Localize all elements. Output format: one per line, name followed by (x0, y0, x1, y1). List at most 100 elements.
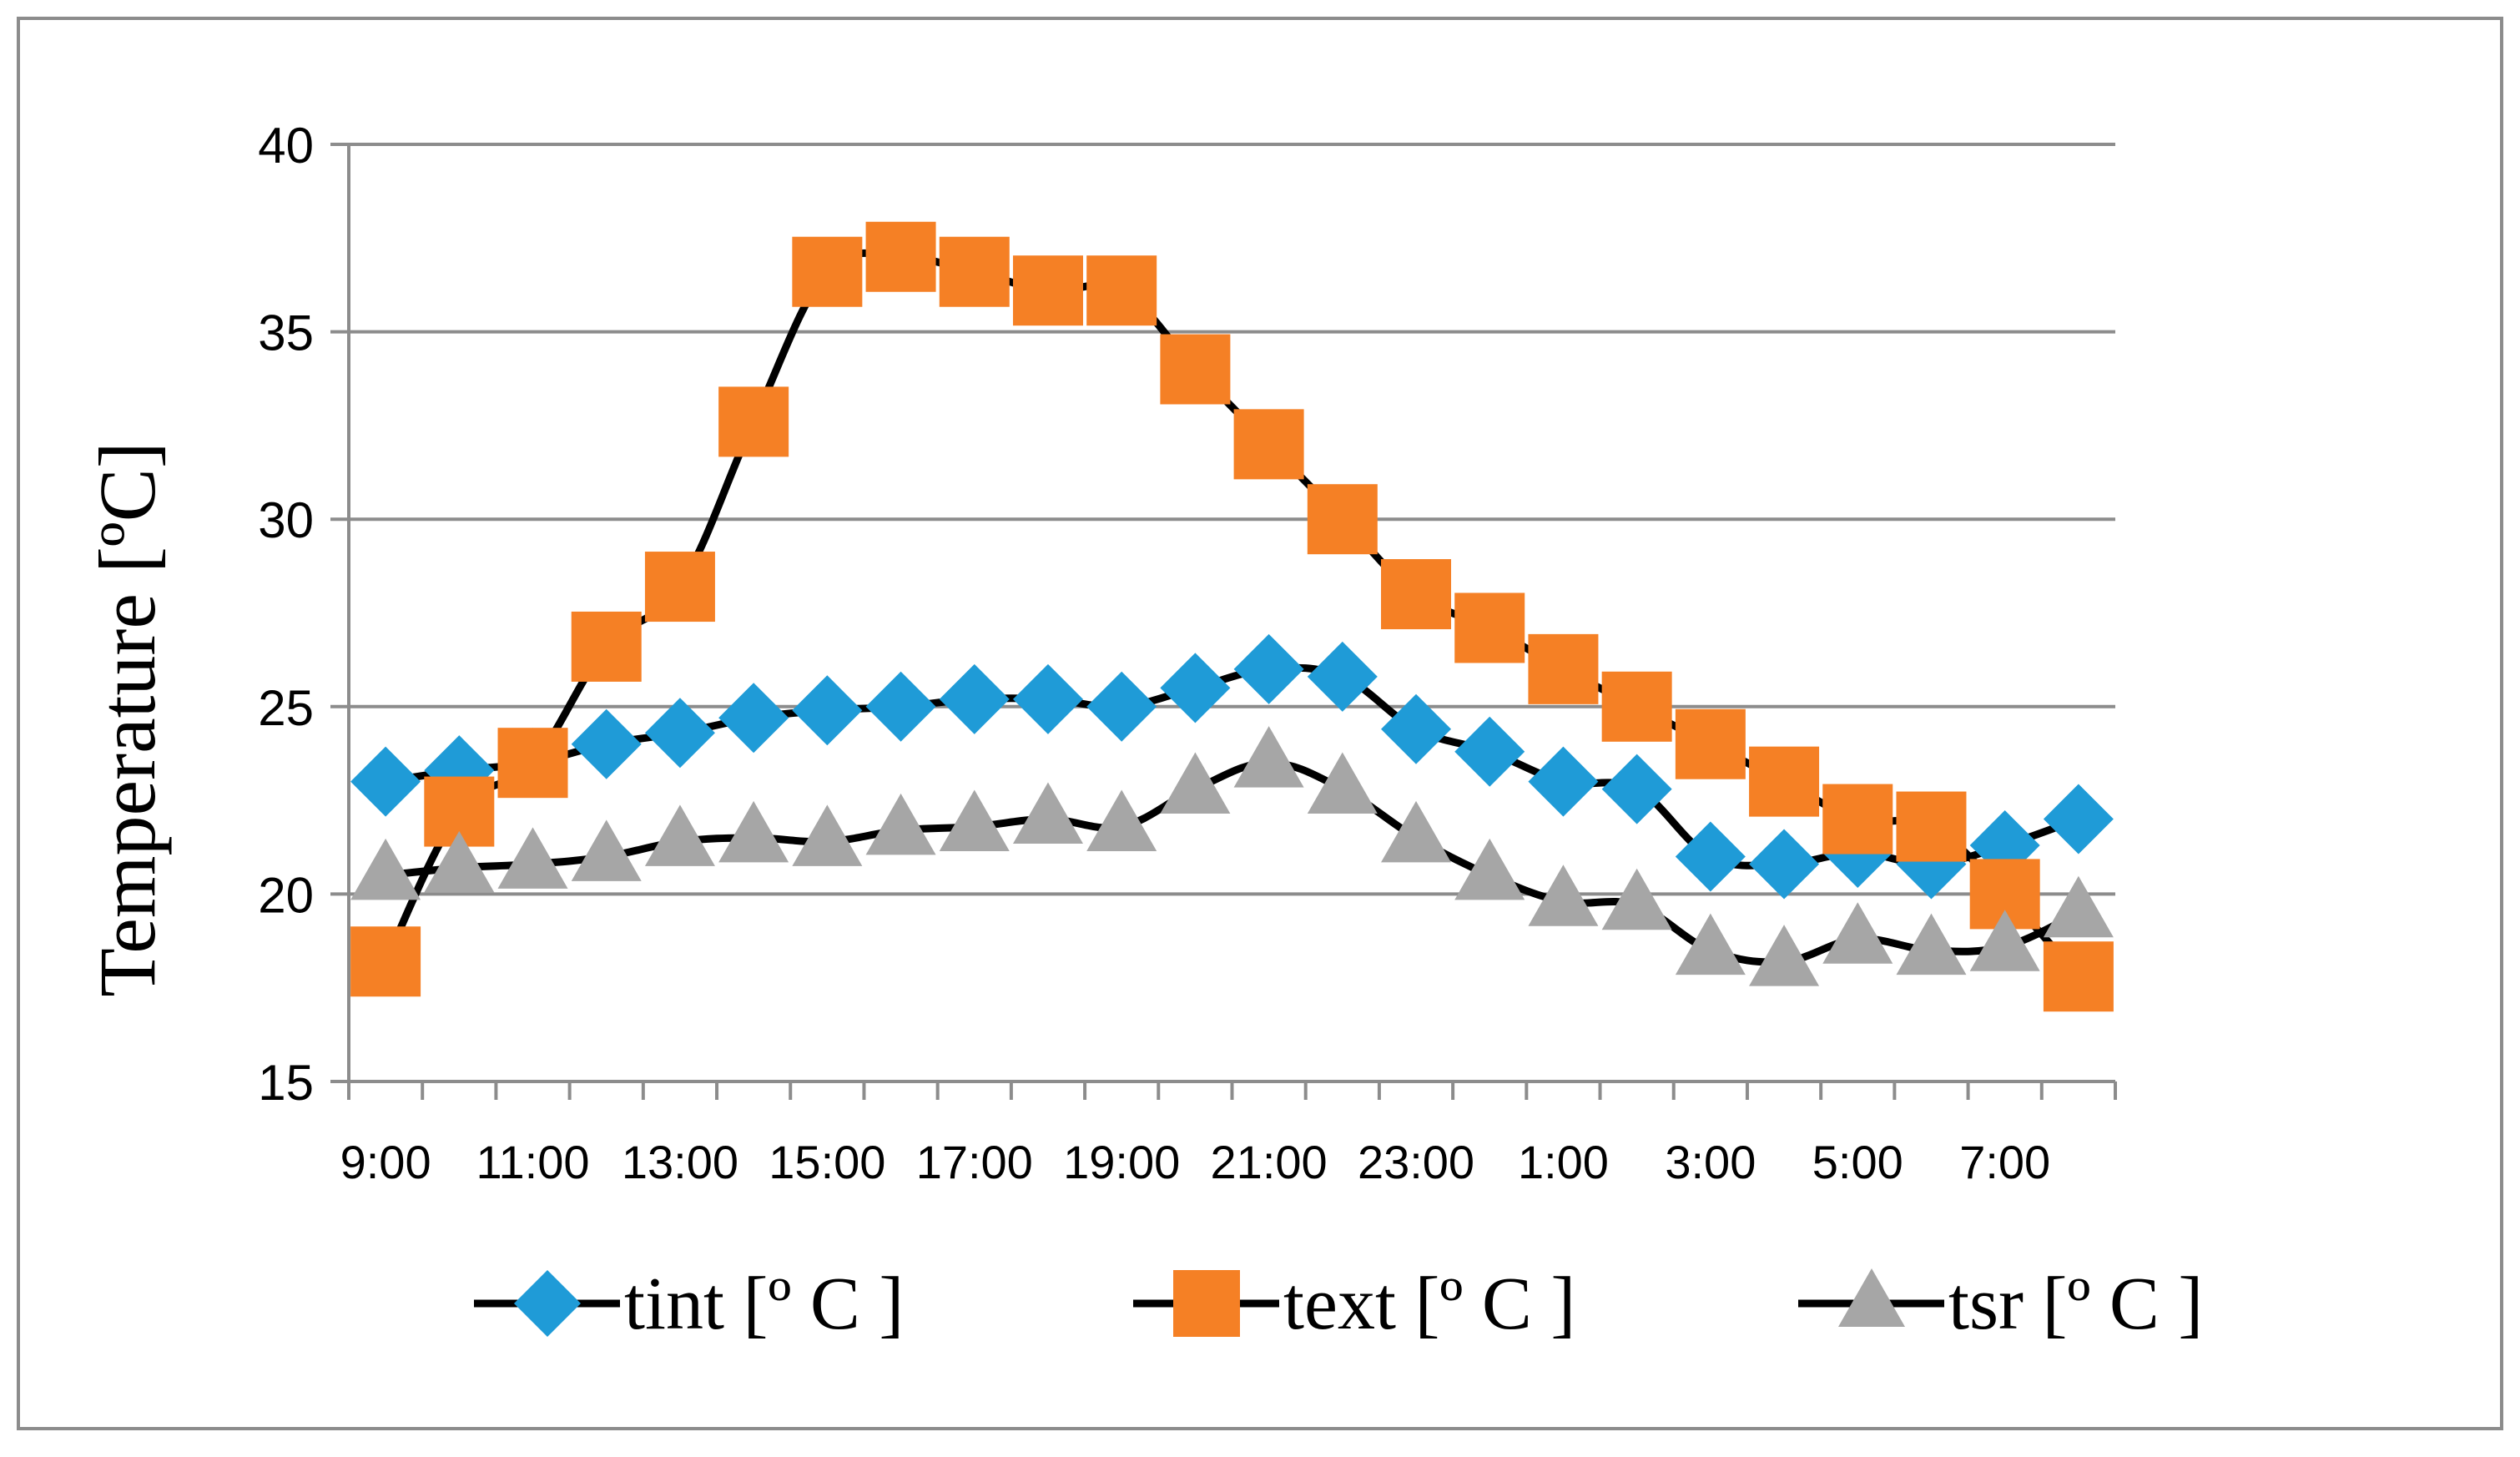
legend-item-square: text [º C ] (1133, 1263, 1575, 1345)
data-point-diamond (939, 663, 1010, 734)
x-tick-label: 9:00 (340, 1136, 431, 1188)
data-point-triangle (1969, 910, 2040, 971)
x-tick-label: 11:00 (476, 1136, 590, 1188)
series-square (350, 221, 2114, 1012)
data-point-triangle (792, 804, 863, 866)
y-tick-label: 40 (258, 118, 314, 174)
data-point-square (1086, 255, 1157, 326)
data-point-square (1601, 671, 1672, 742)
series-group (350, 221, 2114, 1012)
data-point-diamond (571, 708, 642, 779)
data-point-square (497, 728, 568, 799)
y-tick-label: 25 (258, 680, 314, 736)
data-point-triangle (1307, 752, 1378, 814)
legend-marker-square (1173, 1270, 1240, 1337)
data-point-triangle (1233, 726, 1304, 788)
y-tick-label: 15 (258, 1055, 314, 1111)
x-tick-label: 7:00 (1959, 1136, 2050, 1188)
data-point-square (792, 236, 863, 307)
legend-item-diamond: tint [º C ] (474, 1263, 904, 1345)
data-point-square (939, 236, 1010, 307)
data-point-diamond (865, 671, 936, 742)
data-point-square (2043, 941, 2114, 1012)
legend-marker-triangle (1838, 1268, 1905, 1327)
data-point-triangle (1454, 838, 1525, 900)
data-point-triangle (1528, 865, 1599, 926)
data-point-square (571, 611, 642, 682)
legend-label: tsr [º C ] (1948, 1263, 2203, 1345)
data-point-diamond (1086, 671, 1157, 742)
legend-item-triangle: tsr [º C ] (1798, 1263, 2203, 1345)
series-diamond (350, 633, 2114, 900)
data-point-diamond (350, 746, 421, 817)
x-tick-label: 5:00 (1812, 1136, 1903, 1188)
gridlines (349, 143, 2115, 896)
data-point-diamond (1233, 633, 1304, 704)
data-point-diamond (1307, 641, 1378, 712)
x-tick-label: 13:00 (622, 1136, 738, 1188)
y-tick-label: 20 (258, 867, 314, 923)
data-point-square (1381, 559, 1452, 630)
y-tick-label: 30 (258, 492, 314, 548)
data-point-diamond (1749, 829, 1820, 900)
x-tick-labels: 9:00 11:00 13:00 15:00 17:00 19:00 21:00 23:00 1… (340, 1136, 2051, 1188)
data-point-diamond (1160, 653, 1231, 723)
data-point-square (1896, 791, 1967, 862)
data-point-square (1233, 409, 1304, 480)
data-point-triangle (497, 827, 568, 889)
legend: tint [º C ] text [º C ] tsr [º C ] (474, 1263, 2203, 1345)
x-tick-label: 3:00 (1665, 1136, 1756, 1188)
data-point-diamond (1012, 663, 1083, 734)
y-tick-labels: 15 20 25 30 35 40 (258, 118, 314, 1111)
data-point-square (1675, 708, 1746, 779)
data-point-triangle (1896, 913, 1967, 976)
chart-frame (17, 17, 2503, 1430)
data-point-square (1160, 334, 1231, 405)
data-point-diamond (718, 683, 789, 754)
data-point-triangle (718, 800, 789, 863)
x-tick-label: 15:00 (769, 1136, 885, 1188)
data-point-square (644, 552, 715, 623)
data-point-square (1528, 633, 1599, 704)
data-point-triangle (571, 819, 642, 881)
legend-label: tint [º C ] (624, 1263, 904, 1345)
data-point-square (1012, 255, 1083, 326)
data-point-triangle (1749, 925, 1820, 986)
series-triangle (350, 726, 2114, 986)
data-point-square (718, 386, 789, 457)
data-point-triangle (350, 838, 421, 900)
x-tick-label: 19:00 (1063, 1136, 1180, 1188)
data-point-diamond (2043, 784, 2114, 855)
data-point-diamond (1675, 821, 1746, 892)
data-point-triangle (1086, 789, 1157, 851)
x-tick-label: 23:00 (1358, 1136, 1474, 1188)
legend-marker-diamond (514, 1270, 581, 1337)
data-point-diamond (1454, 716, 1525, 787)
data-point-triangle (1675, 913, 1746, 976)
data-point-square (865, 221, 936, 292)
x-tick-label: 17:00 (916, 1136, 1033, 1188)
y-axis-label: Temperature [ºC] (83, 441, 172, 996)
data-point-triangle (1601, 868, 1672, 930)
data-point-triangle (1381, 800, 1452, 863)
data-point-triangle (865, 793, 936, 855)
data-point-square (1454, 592, 1525, 663)
data-point-triangle (1012, 782, 1083, 844)
data-point-square (1307, 484, 1378, 555)
data-point-square (1749, 746, 1820, 817)
data-point-triangle (2043, 875, 2114, 938)
data-point-diamond (644, 698, 715, 769)
data-point-diamond (1601, 754, 1672, 824)
data-point-triangle (939, 789, 1010, 851)
data-point-triangle (1822, 902, 1893, 964)
data-point-triangle (644, 804, 715, 866)
data-point-diamond (1528, 746, 1599, 817)
data-point-diamond (792, 675, 863, 746)
data-point-triangle (1160, 752, 1231, 814)
data-point-square (1822, 784, 1893, 855)
x-tick-label: 21:00 (1211, 1136, 1328, 1188)
data-point-diamond (1381, 693, 1452, 764)
axes (330, 143, 2117, 1100)
